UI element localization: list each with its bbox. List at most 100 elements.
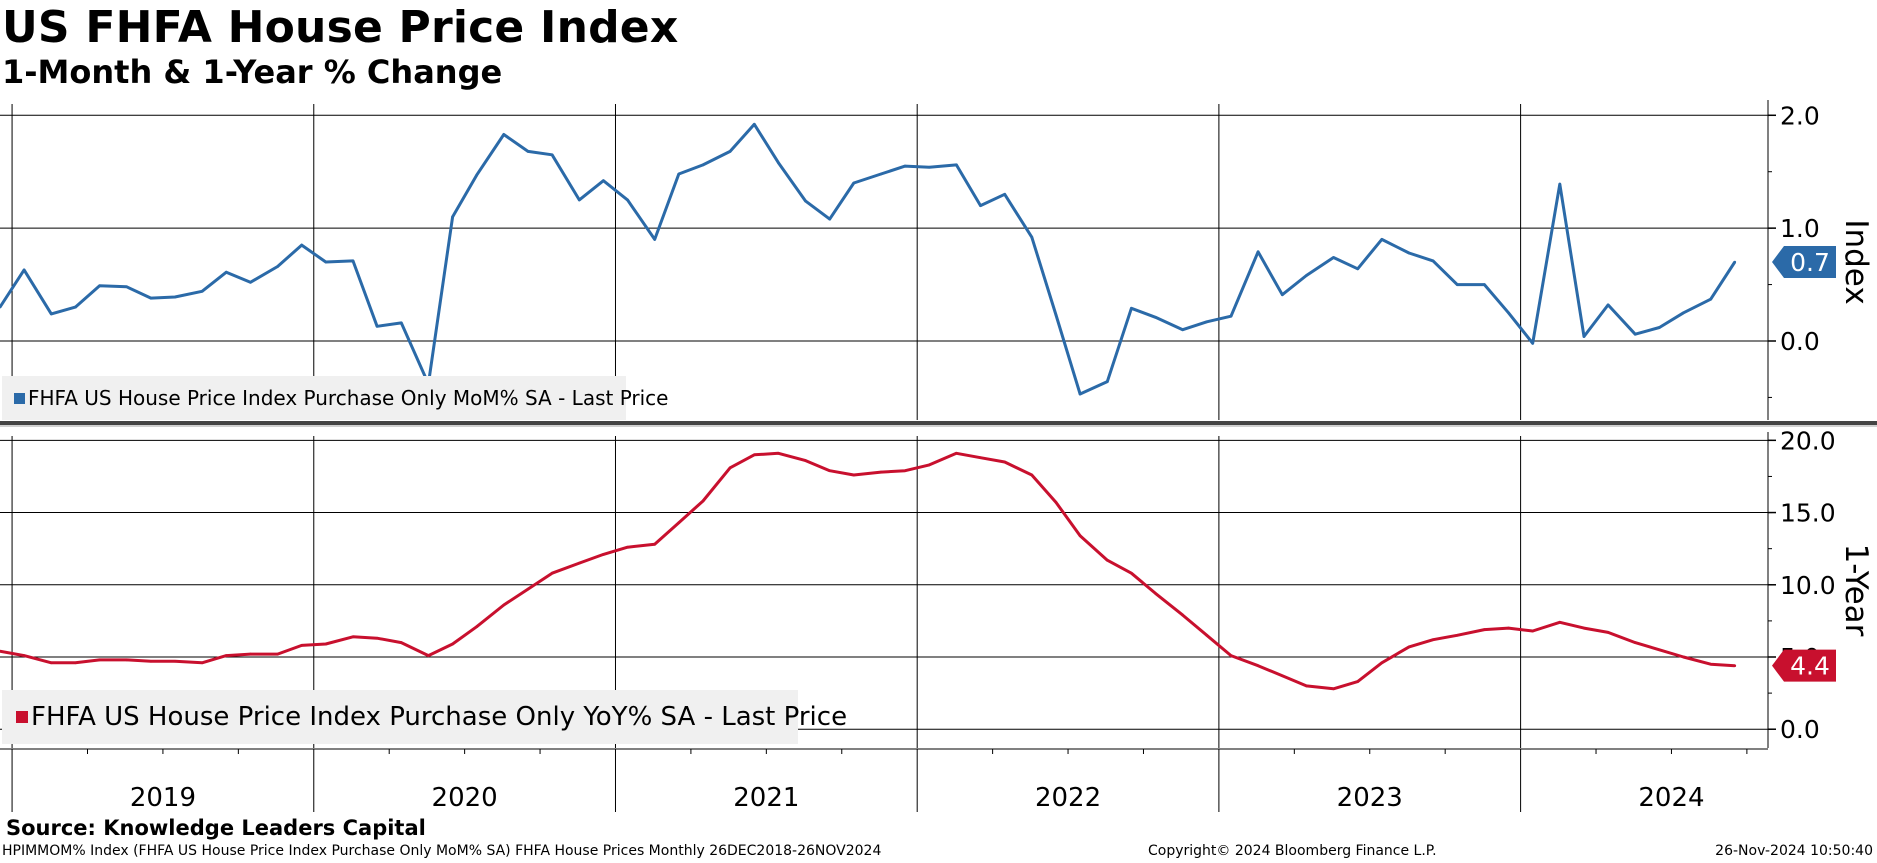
data-point-mom	[451, 215, 454, 219]
data-point-mom	[677, 172, 681, 176]
data-point-yoy	[125, 658, 128, 662]
footer-ticker: HPIMMOM% Index (FHFA US House Price Inde…	[2, 843, 882, 859]
data-point-mom	[955, 163, 958, 167]
data-point-yoy	[74, 661, 77, 665]
data-point-mom	[1507, 311, 1510, 315]
data-point-mom	[1582, 335, 1586, 338]
data-point-mom	[728, 150, 732, 153]
data-point-yoy	[903, 469, 907, 473]
top-panel: 0.0 1.0 2.0 0.7 Index	[0, 100, 1874, 420]
last-value-label-mom: 0.7	[1790, 248, 1830, 277]
data-point-yoy	[1106, 558, 1109, 562]
legend-label-yoy: FHFA US House Price Index Purchase Only …	[31, 702, 848, 732]
data-point-mom	[1682, 311, 1685, 315]
data-point-mom	[375, 325, 379, 328]
y-axis-title-mom: Index	[1838, 219, 1874, 304]
data-point-yoy	[804, 459, 807, 462]
series-line-yoy	[0, 451, 1735, 691]
data-point-yoy	[701, 499, 705, 503]
data-point-mom	[928, 165, 931, 169]
data-point-mom	[502, 133, 506, 136]
data-point-yoy	[1483, 628, 1486, 631]
legend-yoy: FHFA US House Price Index Purchase Only …	[2, 690, 847, 744]
data-point-yoy	[979, 456, 982, 460]
data-point-yoy	[1078, 534, 1082, 537]
data-point-mom	[1380, 238, 1384, 241]
data-point-mom	[828, 217, 831, 221]
data-point-yoy	[1281, 674, 1284, 678]
legend-swatch-yoy	[16, 711, 28, 723]
data-point-mom	[979, 204, 982, 207]
x-tick-label: 2020	[432, 783, 498, 813]
data-point-yoy	[400, 641, 403, 644]
source-note: Source: Knowledge Leaders Capital	[6, 816, 426, 840]
data-point-mom	[1229, 314, 1233, 318]
data-point-mom	[701, 163, 705, 167]
data-point-yoy	[578, 561, 581, 565]
x-tick-label: 2021	[733, 783, 799, 813]
data-point-mom	[1106, 380, 1109, 383]
x-tick-label: 2022	[1035, 783, 1101, 813]
legend-label-mom: FHFA US House Price Index Purchase Only …	[28, 386, 669, 410]
series-line-mom	[0, 122, 1737, 396]
data-point-mom	[852, 181, 856, 185]
data-point-yoy	[351, 635, 355, 639]
data-point-mom	[276, 265, 279, 268]
data-point-yoy	[1582, 626, 1586, 630]
data-point-mom	[324, 260, 328, 264]
data-point-mom	[1407, 251, 1411, 255]
data-point-mom	[1154, 316, 1157, 319]
data-point-mom	[1181, 328, 1184, 332]
data-point-mom	[475, 173, 479, 177]
data-point-yoy	[879, 470, 883, 474]
data-point-yoy	[1054, 501, 1058, 504]
data-point-mom	[903, 164, 907, 168]
y-tick-label: 15.0	[1780, 499, 1836, 528]
data-point-yoy	[550, 571, 554, 575]
panel-separator	[0, 421, 1877, 425]
data-point-yoy	[1531, 629, 1534, 633]
data-point-mom	[200, 290, 204, 293]
data-point-mom	[50, 312, 53, 316]
data-point-mom	[1483, 283, 1486, 286]
legend-swatch-mom	[14, 392, 25, 404]
last-value-label-yoy: 4.4	[1790, 652, 1830, 681]
data-point-yoy	[1455, 634, 1459, 637]
chart-title: US FHFA House Price Index	[2, 2, 679, 53]
data-point-mom	[1709, 297, 1712, 301]
data-point-mom	[351, 259, 355, 263]
data-point-mom	[0, 305, 2, 309]
data-point-yoy	[1003, 460, 1006, 464]
data-point-yoy	[777, 452, 780, 455]
data-point-yoy	[828, 469, 831, 473]
data-point-yoy	[602, 553, 605, 556]
data-point-yoy	[427, 654, 430, 657]
data-point-yoy	[626, 545, 629, 549]
chart-subtitle: 1-Month & 1-Year % Change	[2, 53, 503, 91]
data-point-yoy	[98, 658, 101, 662]
data-point-yoy	[1507, 626, 1510, 630]
data-point-yoy	[1332, 687, 1335, 691]
x-tick-label: 2019	[130, 783, 196, 813]
data-point-mom	[98, 284, 101, 288]
data-point-yoy	[0, 649, 2, 653]
data-point-yoy	[677, 521, 681, 524]
data-point-yoy	[1305, 684, 1308, 688]
data-point-yoy	[1682, 655, 1685, 659]
y-tick-label: 0.0	[1780, 715, 1820, 744]
data-point-mom	[550, 153, 554, 157]
data-point-yoy	[1229, 654, 1233, 657]
data-point-mom	[1030, 235, 1034, 239]
data-point-yoy	[225, 654, 228, 657]
footer-timestamp: 26-Nov-2024 10:50:40	[1715, 843, 1873, 859]
data-point-mom	[1305, 274, 1308, 277]
data-point-mom	[753, 123, 756, 126]
data-point-yoy	[1709, 662, 1712, 666]
data-point-mom	[125, 285, 128, 289]
data-point-mom	[626, 198, 629, 202]
data-point-yoy	[526, 587, 530, 591]
data-point-mom	[74, 305, 77, 309]
data-point-mom	[602, 179, 605, 182]
data-point-yoy	[1030, 473, 1034, 477]
